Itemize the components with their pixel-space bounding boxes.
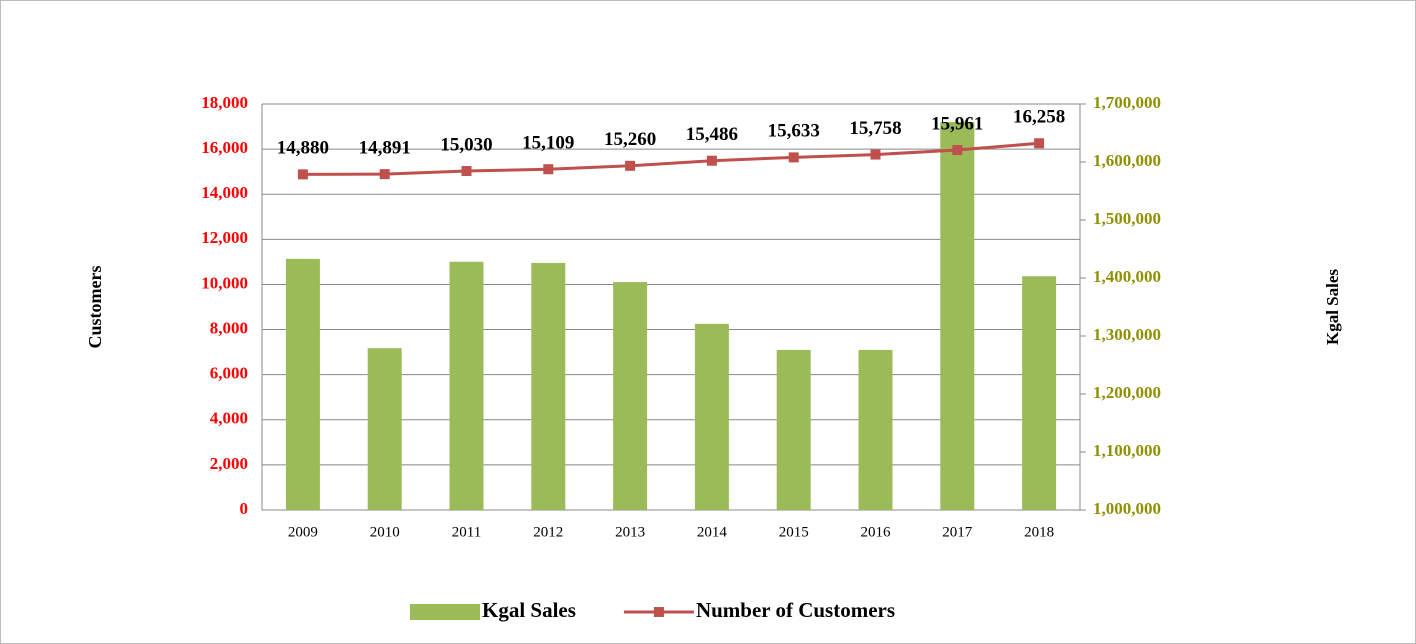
y2-tick-label: 1,700,000 [1093, 93, 1161, 112]
y2-tick-label: 1,300,000 [1093, 325, 1161, 344]
legend-swatch [653, 607, 664, 617]
y2-tick-label: 1,100,000 [1093, 441, 1161, 460]
bar [367, 348, 402, 510]
y-tick-label: 12,000 [201, 228, 248, 247]
marker [379, 169, 390, 180]
marker [706, 155, 717, 166]
y-tick-label: 10,000 [201, 273, 248, 292]
bar [285, 258, 320, 510]
data-label: 15,260 [604, 129, 656, 150]
y-tick-label: 14,000 [201, 183, 248, 202]
y-tick-label: 0 [240, 499, 249, 518]
marker [461, 165, 472, 176]
data-label: 15,633 [768, 121, 820, 142]
y2-axis-title: Kgal Sales [1323, 269, 1342, 345]
bar [776, 349, 811, 510]
marker [788, 152, 799, 163]
y-tick-label: 2,000 [210, 454, 248, 473]
x-tick-label: 2014 [697, 524, 728, 540]
data-label: 14,880 [277, 138, 329, 159]
y2-tick-label: 1,000,000 [1093, 499, 1161, 518]
y2-tick-label: 1,500,000 [1093, 209, 1161, 228]
marker [952, 144, 963, 155]
data-label: 15,030 [440, 134, 492, 155]
x-tick-label: 2010 [370, 524, 400, 540]
y-tick-label: 16,000 [201, 138, 248, 157]
y-tick-label: 18,000 [201, 93, 248, 112]
marker [625, 160, 636, 171]
y-axis-title: Customers [85, 266, 105, 349]
data-label: 14,891 [359, 137, 411, 158]
legend-label: Number of Customers [696, 598, 895, 622]
bar [694, 323, 729, 510]
x-tick-label: 2012 [533, 524, 563, 540]
bar [940, 121, 975, 510]
x-tick-label: 2015 [779, 524, 809, 540]
legend-swatch [410, 604, 480, 620]
x-tick-label: 2016 [861, 524, 892, 540]
y-tick-label: 6,000 [210, 364, 248, 383]
data-label: 15,961 [931, 113, 983, 134]
data-label: 15,758 [849, 118, 901, 139]
x-tick-label: 2009 [288, 524, 318, 540]
data-label: 16,258 [1013, 107, 1065, 128]
x-tick-label: 2013 [615, 524, 645, 540]
y2-tick-label: 1,600,000 [1093, 151, 1161, 170]
y2-tick-label: 1,200,000 [1093, 383, 1161, 402]
x-tick-label: 2018 [1024, 524, 1054, 540]
marker [297, 169, 308, 180]
y2-tick-label: 1,400,000 [1093, 267, 1161, 286]
x-tick-label: 2017 [942, 524, 973, 540]
marker [870, 149, 881, 160]
bar [531, 262, 566, 510]
bar [1022, 276, 1057, 510]
line [302, 141, 1040, 176]
data-label: 15,109 [522, 133, 574, 154]
bar [449, 261, 484, 510]
legend-label: Kgal Sales [482, 598, 576, 622]
y-tick-label: 4,000 [210, 409, 248, 428]
marker [543, 164, 554, 175]
bar [858, 349, 893, 510]
bar [613, 282, 648, 510]
marker [1034, 138, 1045, 149]
data-label: 15,486 [686, 124, 738, 145]
x-tick-label: 2011 [452, 524, 481, 540]
y-tick-label: 8,000 [210, 318, 248, 337]
